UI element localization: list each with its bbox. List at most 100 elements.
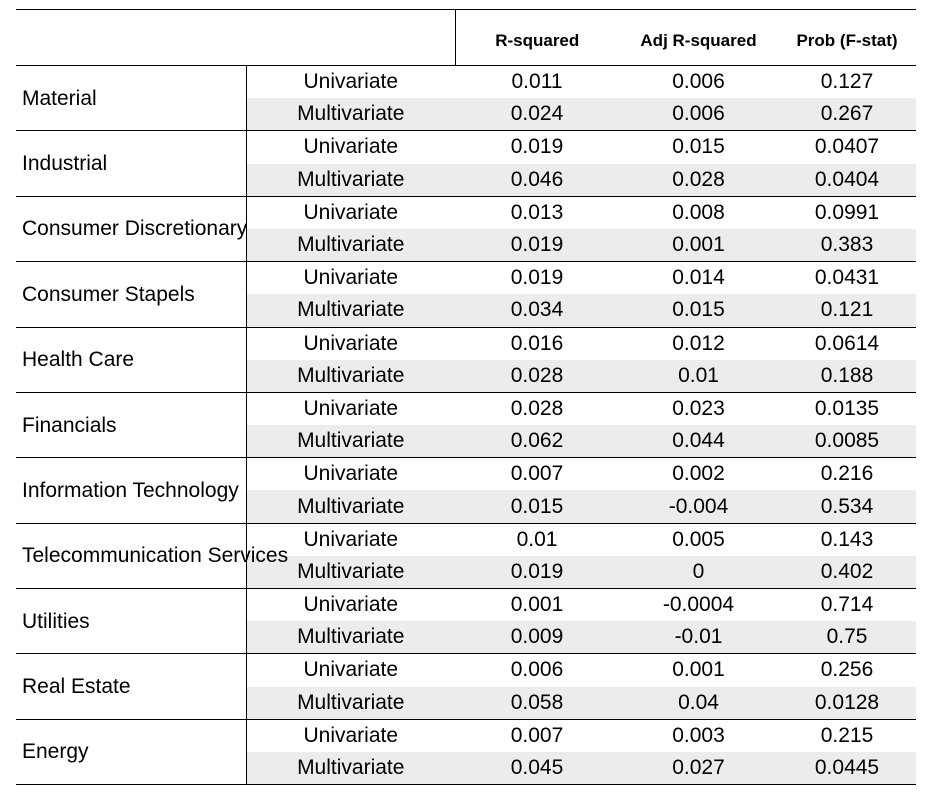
adj-r-squared-value: 0.044	[619, 425, 778, 459]
prob-f-stat-value: 0.75	[778, 621, 916, 655]
adj-r-squared-value: 0.005	[672, 527, 725, 551]
method-label: Multivariate	[246, 228, 455, 263]
method-label: Univariate	[303, 266, 399, 290]
table-row: Telecommunication Services Univariate 0.01…	[16, 523, 916, 590]
table-row: Utilities Univariate 0.001 -0.0004 0.714	[16, 588, 916, 655]
adj-r-squared-value: 0.001	[619, 228, 778, 263]
header-r-squared: R-squared	[455, 9, 619, 66]
adj-r-squared-value: -0.01	[619, 621, 778, 655]
r-squared-value: 0.006	[510, 658, 564, 682]
prob-f-stat-value: 0.188	[778, 359, 916, 393]
r-squared-value: 0.062	[455, 425, 619, 459]
sector-name: Energy	[16, 719, 247, 786]
r-squared-value: 0.046	[455, 163, 619, 197]
table-row: Consumer Discretionary Univariate 0.013 0.0…	[16, 196, 916, 263]
adj-r-squared-value: 0.014	[672, 266, 725, 290]
table-row: Multivariate 0.019 0 0.402	[16, 555, 916, 589]
table-row: Multivariate 0.009 -0.01 0.75	[16, 621, 916, 655]
prob-f-stat-value: 0.216	[820, 462, 874, 486]
table-row: Multivariate 0.019 0.001 0.383	[16, 228, 916, 263]
table-row: Energy Univariate 0.007 0.003 0.215	[16, 719, 916, 786]
sector-name: Telecommunication Services	[16, 523, 288, 590]
prob-f-stat-value: 0.0404	[778, 163, 916, 197]
method-label: Multivariate	[246, 751, 455, 786]
adj-r-squared-value: 0.027	[619, 751, 778, 786]
r-squared-value: 0.045	[455, 751, 619, 786]
r-squared-value: 0.019	[455, 555, 619, 589]
table-row: Material Univariate 0.011 0.006 0.127	[16, 65, 916, 132]
r-squared-value: 0.011	[511, 70, 563, 94]
sector-name: Consumer Stapels	[16, 261, 247, 328]
adj-r-squared-value: 0.003	[672, 723, 725, 747]
adj-r-squared-value: 0.008	[672, 200, 725, 224]
sector-name: Health Care	[16, 327, 247, 393]
sector-name: Information Technology	[16, 457, 247, 524]
method-label: Univariate	[303, 462, 399, 486]
table-row: Industrial Univariate 0.019 0.015 0.0407	[16, 130, 916, 197]
prob-f-stat-value: 0.0445	[778, 751, 916, 786]
prob-f-stat-value: 0.0614	[814, 331, 880, 355]
method-label: Univariate	[303, 200, 399, 224]
header-adj-r-squared: Adj R-squared	[619, 9, 778, 66]
r-squared-value: 0.016	[510, 331, 564, 355]
prob-f-stat-value: 0.402	[778, 555, 916, 589]
r-squared-value: 0.019	[510, 266, 564, 290]
adj-r-squared-value: 0	[619, 555, 778, 589]
prob-f-stat-value: 0.714	[820, 593, 874, 617]
r-squared-value: 0.015	[455, 490, 619, 524]
method-label: Multivariate	[246, 425, 455, 459]
sector-name: Utilities	[16, 588, 247, 655]
sector-name: Material	[16, 65, 247, 132]
method-label: Multivariate	[246, 686, 455, 720]
adj-r-squared-value: 0.015	[672, 135, 725, 159]
sector-name: Consumer Discretionary	[16, 196, 247, 263]
method-label: Univariate	[303, 593, 399, 617]
regression-table: R-squared Adj R-squared Prob (F-stat) Ma…	[16, 9, 916, 786]
r-squared-value: 0.028	[455, 359, 619, 393]
prob-f-stat-value: 0.256	[820, 658, 874, 682]
table-row: Multivariate 0.034 0.015 0.121	[16, 294, 916, 328]
adj-r-squared-value: 0.01	[619, 359, 778, 393]
table-row: Real Estate Univariate 0.006 0.001 0.256	[16, 653, 916, 720]
method-label: Univariate	[303, 70, 399, 94]
prob-f-stat-value: 0.0128	[778, 686, 916, 720]
method-label: Univariate	[303, 658, 399, 682]
table-row: Multivariate 0.058 0.04 0.0128	[16, 686, 916, 720]
table-row: Multivariate 0.015 -0.004 0.534	[16, 490, 916, 524]
table-row: Information Technology Univariate 0.007 0.0…	[16, 457, 916, 524]
method-label: Univariate	[303, 527, 399, 551]
table-row: Multivariate 0.045 0.027 0.0445	[16, 751, 916, 786]
method-label: Multivariate	[246, 490, 455, 524]
r-squared-value: 0.019	[455, 228, 619, 263]
table-row: Consumer Stapels Univariate 0.019 0.014 0.04…	[16, 261, 916, 328]
adj-r-squared-value: 0.002	[672, 462, 725, 486]
header-row: R-squared Adj R-squared Prob (F-stat)	[16, 9, 916, 66]
prob-f-stat-value: 0.0431	[814, 266, 880, 290]
r-squared-value: 0.024	[455, 98, 619, 132]
adj-r-squared-value: 0.028	[619, 163, 778, 197]
prob-f-stat-value: 0.143	[820, 527, 874, 551]
r-squared-value: 0.01	[516, 527, 558, 551]
prob-f-stat-value: 0.383	[778, 228, 916, 263]
table-row: Financials Univariate 0.028 0.023 0.0135	[16, 392, 916, 459]
table-row: Health Care Univariate 0.016 0.012 0.0614	[16, 327, 916, 393]
method-label: Multivariate	[246, 621, 455, 655]
prob-f-stat-value: 0.0085	[778, 425, 916, 459]
r-squared-value: 0.028	[510, 396, 564, 420]
r-squared-value: 0.009	[455, 621, 619, 655]
prob-f-stat-value: 0.267	[778, 98, 916, 132]
adj-r-squared-value: -0.0004	[662, 593, 735, 617]
r-squared-value: 0.019	[510, 135, 564, 159]
prob-f-stat-value: 0.121	[778, 294, 916, 328]
method-label: Multivariate	[246, 555, 455, 589]
method-label: Univariate	[303, 396, 399, 420]
header-prob-f-stat: Prob (F-stat)	[778, 9, 916, 66]
method-label: Multivariate	[246, 163, 455, 197]
r-squared-value: 0.058	[455, 686, 619, 720]
method-label: Univariate	[303, 723, 399, 747]
prob-f-stat-value: 0.127	[820, 70, 874, 94]
adj-r-squared-value: 0.04	[619, 686, 778, 720]
prob-f-stat-value: 0.215	[820, 723, 874, 747]
adj-r-squared-value: 0.006	[619, 98, 778, 132]
adj-r-squared-value: 0.012	[672, 331, 725, 355]
